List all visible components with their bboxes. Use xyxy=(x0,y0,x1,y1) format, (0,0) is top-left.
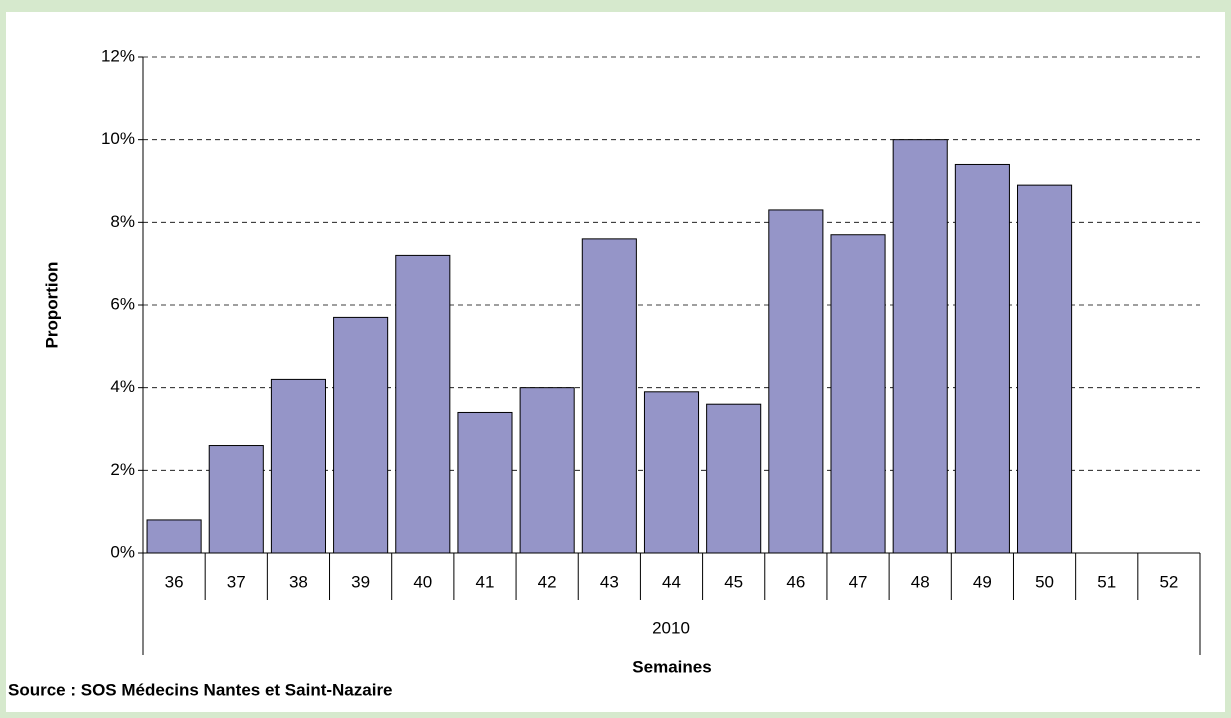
x-tick-label: 38 xyxy=(289,572,308,591)
bar xyxy=(892,139,948,554)
x-tick-label: 48 xyxy=(911,572,930,591)
y-tick-label: 0% xyxy=(110,542,135,561)
y-tick-label: 8% xyxy=(110,212,135,231)
y-tick-label: 12% xyxy=(101,46,135,65)
category-group-label: 2010 xyxy=(652,618,690,637)
bar xyxy=(208,445,264,554)
x-tick-label: 43 xyxy=(600,572,619,591)
x-tick-label: 44 xyxy=(662,572,681,591)
bar xyxy=(333,316,389,554)
bar xyxy=(457,411,513,554)
bar xyxy=(519,387,575,554)
x-axis-title: Semaines xyxy=(632,657,711,676)
bar xyxy=(581,238,637,554)
x-tick-label: 47 xyxy=(849,572,868,591)
x-tick-label: 52 xyxy=(1159,572,1178,591)
x-tick-label: 45 xyxy=(724,572,743,591)
y-tick-label: 6% xyxy=(110,294,135,313)
bar xyxy=(270,378,326,554)
bar xyxy=(643,391,700,554)
y-tick-label: 4% xyxy=(110,377,135,396)
x-tick-label: 40 xyxy=(413,572,432,591)
y-axis-title: Proportion xyxy=(42,262,61,349)
x-tick-label: 46 xyxy=(786,572,805,591)
y-tick-label: 10% xyxy=(101,129,135,148)
bar xyxy=(954,163,1010,554)
bar xyxy=(395,254,451,554)
x-tick-label: 51 xyxy=(1097,572,1116,591)
bar xyxy=(830,234,886,554)
x-tick-label: 37 xyxy=(227,572,246,591)
x-tick-label: 49 xyxy=(973,572,992,591)
x-tick-label: 41 xyxy=(476,572,495,591)
x-tick-label: 39 xyxy=(351,572,370,591)
bar xyxy=(768,209,824,554)
x-tick-label: 50 xyxy=(1035,572,1054,591)
x-tick-label: 42 xyxy=(538,572,557,591)
source-note: Source : SOS Médecins Nantes et Saint-Na… xyxy=(8,680,393,699)
y-tick-label: 2% xyxy=(110,460,135,479)
bar xyxy=(146,519,202,554)
x-tick-label: 36 xyxy=(165,572,184,591)
bar xyxy=(706,403,762,554)
bar xyxy=(1017,184,1073,554)
